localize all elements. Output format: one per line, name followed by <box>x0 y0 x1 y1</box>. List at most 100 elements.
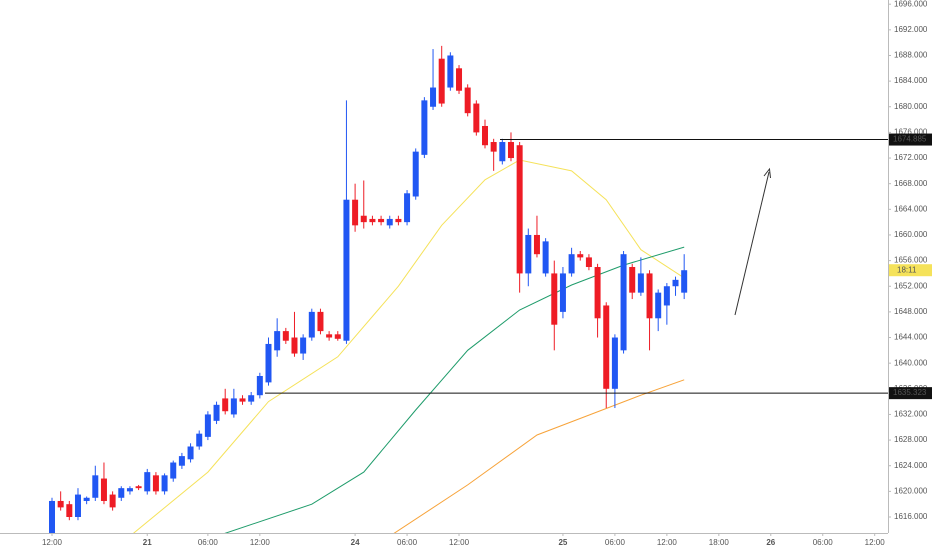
x-tick-label: 06:00 <box>605 538 626 547</box>
y-tick-label: 1676.000 <box>894 128 928 137</box>
candle-body <box>326 334 333 338</box>
candle-body <box>430 87 437 107</box>
arrow-annotation <box>734 167 771 316</box>
x-tick-label: 12:00 <box>449 538 470 547</box>
candle-body <box>170 462 177 479</box>
candle-body <box>663 286 670 306</box>
y-tick-label: 1664.000 <box>894 204 928 213</box>
candle-body <box>447 55 454 88</box>
candle-body <box>378 218 385 223</box>
candle-body <box>482 125 488 146</box>
x-tick-label: 12:00 <box>865 538 886 547</box>
candle-body <box>178 456 185 466</box>
y-tick-label: 1688.000 <box>894 51 928 60</box>
candle-body <box>352 199 359 226</box>
candle-body <box>568 254 575 274</box>
y-tick-label: 1692.000 <box>894 25 928 34</box>
candle-body <box>395 218 402 223</box>
candle-body <box>369 218 376 223</box>
candle-body <box>360 215 367 223</box>
candle-body <box>118 488 125 498</box>
candle-body <box>681 270 688 293</box>
candle-body <box>274 331 281 351</box>
level-label-box <box>889 133 932 146</box>
candle-body <box>603 305 610 389</box>
y-tick-label: 1680.000 <box>894 102 928 111</box>
candle-body <box>187 446 194 460</box>
candle-body <box>66 504 73 517</box>
candle-body <box>256 375 263 396</box>
candle-body <box>109 494 116 508</box>
candle-body <box>239 398 246 402</box>
level-label: 1635.323 <box>893 388 927 397</box>
moving-average-line <box>133 159 685 533</box>
candle-body <box>611 337 618 389</box>
level-label: 1674.885 <box>893 135 927 144</box>
candle-body <box>655 292 662 319</box>
moving-average-line <box>393 379 685 533</box>
x-tick-label: 24 <box>351 538 360 547</box>
candle-body <box>265 343 272 383</box>
x-tick-label: 18:00 <box>709 538 730 547</box>
x-tick-label: 12:00 <box>42 538 63 547</box>
candle-body <box>196 433 203 447</box>
candle-body <box>533 234 540 255</box>
candle-body <box>577 254 584 258</box>
y-tick-label: 1656.000 <box>894 256 928 265</box>
candle-body <box>161 475 168 492</box>
candle-body <box>100 478 107 501</box>
candle-body <box>516 145 523 274</box>
y-tick-label: 1648.000 <box>894 307 928 316</box>
candle-body <box>135 486 142 489</box>
level-label-box <box>889 387 932 400</box>
candle-body <box>490 142 497 152</box>
y-tick-label: 1696.000 <box>894 0 928 8</box>
y-tick-label: 1660.000 <box>894 230 928 239</box>
y-tick-label: 1640.000 <box>894 358 928 367</box>
candle-body <box>126 488 133 492</box>
y-tick-label: 1628.000 <box>894 435 928 444</box>
candle-body <box>222 398 229 412</box>
plot-area <box>49 45 688 533</box>
candle-body <box>74 494 81 517</box>
candle-body <box>230 398 237 415</box>
x-tick-label: 12:00 <box>250 538 271 547</box>
y-tick-label: 1620.000 <box>894 486 928 495</box>
candle-body <box>300 337 307 354</box>
candle-body <box>637 273 644 293</box>
candle-body <box>343 199 350 341</box>
candle-body <box>386 218 393 226</box>
candle-body <box>49 500 55 533</box>
candle-body <box>499 142 506 162</box>
candle-body <box>559 273 566 312</box>
x-tick-label: 25 <box>558 538 567 547</box>
candle-body <box>620 254 627 351</box>
x-tick-label: 06:00 <box>198 538 219 547</box>
moving-average-line <box>224 246 685 533</box>
candle-body <box>473 103 480 133</box>
candle-body <box>204 414 211 437</box>
x-tick-label: 06:00 <box>397 538 418 547</box>
candle-body <box>646 273 653 319</box>
x-tick-label: 06:00 <box>813 538 834 547</box>
y-tick-label: 1652.000 <box>894 281 928 290</box>
candle-body <box>464 87 471 114</box>
candle-body <box>507 142 514 159</box>
candle-body <box>404 193 411 223</box>
candle-body <box>213 404 220 421</box>
x-tick-label: 12:00 <box>657 538 678 547</box>
countdown-box <box>889 264 932 277</box>
candle-body <box>594 267 601 319</box>
y-tick-label: 1632.000 <box>894 410 928 419</box>
candle-body <box>412 151 419 197</box>
candle-body <box>57 500 64 508</box>
countdown-label: 18:11 <box>897 265 917 274</box>
candle-body <box>629 267 636 293</box>
y-tick-label: 1616.000 <box>894 512 928 521</box>
y-tick-label: 1668.000 <box>894 179 928 188</box>
candle-body <box>456 68 463 91</box>
candle-body <box>421 100 428 155</box>
